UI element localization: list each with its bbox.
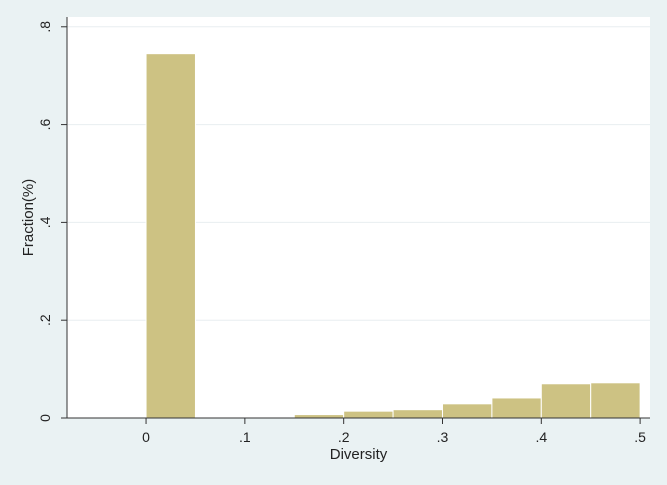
- x-tick-label-3: .3: [437, 429, 449, 445]
- bar-4: [343, 410, 394, 419]
- y-tick-label-3: .6: [37, 119, 53, 131]
- x-axis-ticks: 0 .1 .2 .3 .4 .5: [142, 418, 646, 445]
- x-tick-label-2: .2: [338, 429, 350, 445]
- bar-8: [540, 383, 592, 419]
- bar-0: [145, 53, 196, 419]
- bar-9: [590, 382, 641, 419]
- y-axis-title: Fraction(%): [20, 179, 37, 257]
- y-axis-ticks: 0 .2 .4 .6 .8: [37, 21, 67, 422]
- y-tick-label-2: .4: [37, 216, 53, 228]
- bar-3: [293, 414, 345, 419]
- y-tick-label-1: .2: [37, 314, 53, 326]
- x-tick-label-1: .1: [239, 429, 251, 445]
- y-tick-label-4: .8: [37, 21, 53, 33]
- bar-5: [392, 409, 443, 419]
- y-tick-label-0: 0: [37, 414, 53, 422]
- x-tick-label-4: .4: [535, 429, 547, 445]
- x-axis-title: Diversity: [330, 446, 388, 463]
- bar-6: [441, 403, 493, 419]
- x-tick-label-5: .5: [634, 429, 646, 445]
- x-tick-label-0: 0: [142, 429, 150, 445]
- bar-7: [491, 397, 542, 419]
